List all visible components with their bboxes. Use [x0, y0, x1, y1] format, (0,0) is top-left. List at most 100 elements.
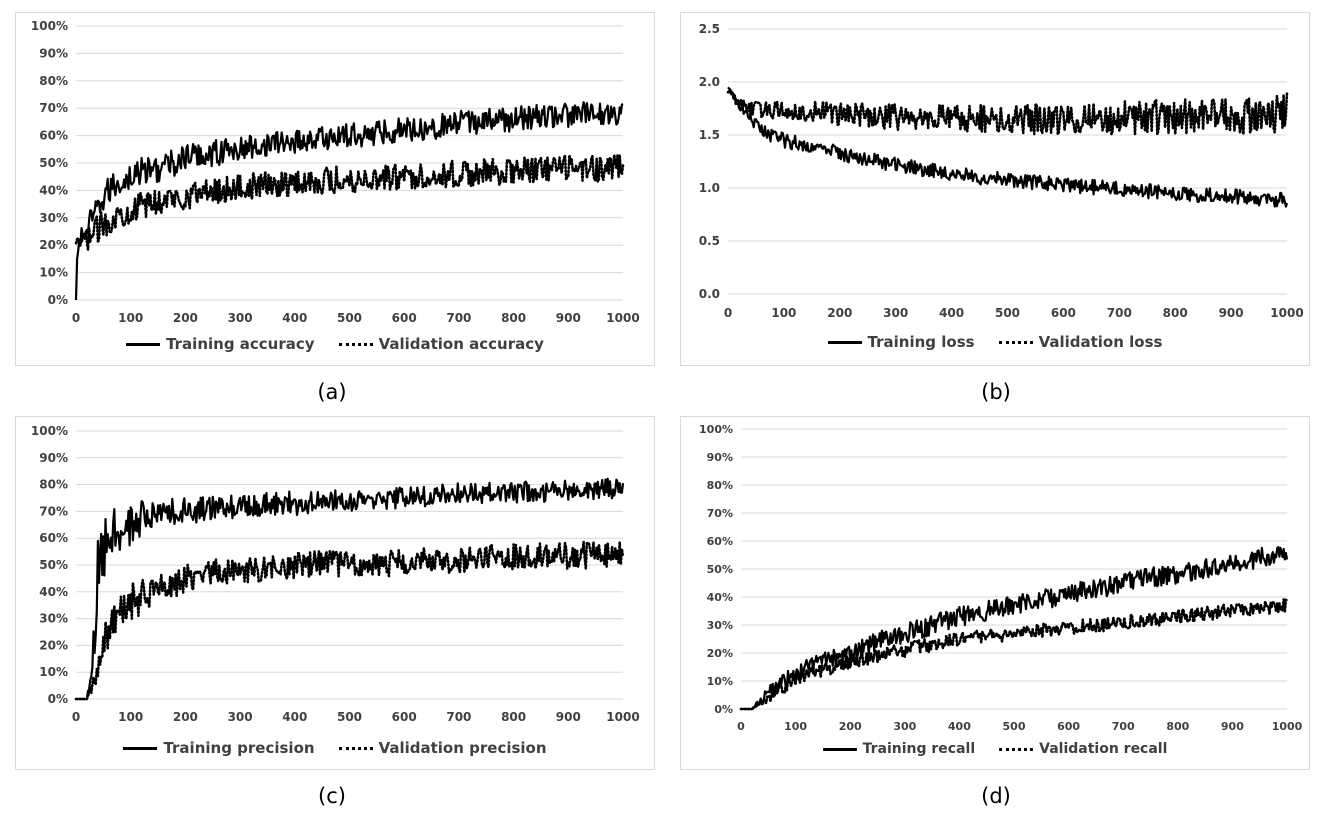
x-tick-label: 1000 — [1270, 306, 1303, 320]
legend-label-validation: Validation accuracy — [378, 335, 544, 353]
y-tick-label: 0% — [714, 703, 733, 716]
x-tick-label: 400 — [939, 306, 964, 320]
x-tick-label: 500 — [1003, 720, 1026, 733]
legend-loss: Training loss Validation loss — [681, 333, 1309, 351]
x-tick-label: 300 — [883, 306, 908, 320]
x-tick-label: 600 — [1051, 306, 1076, 320]
y-tick-label: 80% — [39, 478, 68, 492]
x-tick-label: 1000 — [1272, 720, 1303, 733]
y-tick-label: 2.5 — [699, 22, 720, 36]
caption-a: (a) — [317, 380, 347, 404]
legend-item-validation: Validation loss — [998, 333, 1162, 351]
legend-label-validation: Validation recall — [1039, 741, 1168, 757]
caption-d: (d) — [981, 784, 1011, 808]
x-tick-label: 300 — [893, 720, 916, 733]
y-tick-label: 70% — [39, 101, 68, 115]
y-tick-label: 70% — [707, 507, 733, 520]
y-tick-label: 80% — [39, 74, 68, 88]
series-training-line — [75, 477, 625, 701]
series-validation-line — [726, 89, 1289, 136]
legend-dotted-line-icon — [338, 746, 373, 750]
legend-solid-line-icon — [123, 746, 158, 750]
x-tick-label: 300 — [228, 311, 253, 325]
y-tick-label: 1.5 — [699, 128, 720, 142]
y-tick-label: 100% — [699, 423, 733, 436]
legend-label-training: Training precision — [163, 739, 315, 757]
legend-item-validation: Validation precision — [338, 739, 547, 757]
x-tick-label: 700 — [1107, 306, 1132, 320]
y-tick-label: 40% — [39, 585, 68, 599]
x-tick-label: 0 — [737, 720, 745, 733]
legend-dotted-line-icon — [999, 747, 1034, 751]
chart-panel-accuracy: 0% 10% 20% 30% 40% 50% 60% 70% 80% 90% 100% 0 100 200… — [15, 12, 655, 366]
legend-solid-line-icon — [822, 747, 857, 751]
x-tick-label: 200 — [839, 720, 862, 733]
x-tick-label: 100 — [771, 306, 796, 320]
x-tick-label: 0 — [72, 311, 80, 325]
x-tick-label: 400 — [948, 720, 971, 733]
y-tick-label: 30% — [39, 211, 68, 225]
legend-label-training: Training loss — [867, 333, 975, 351]
x-tick-label: 800 — [501, 311, 526, 325]
y-tick-label: 60% — [39, 531, 68, 545]
y-tick-label: 2.0 — [699, 75, 720, 89]
series-validation-line — [739, 598, 1289, 711]
series-training-line — [727, 86, 1289, 208]
y-tick-label: 30% — [39, 612, 68, 626]
y-tick-label: 50% — [707, 563, 733, 576]
y-tick-label: 20% — [707, 647, 733, 660]
y-tick-label: 10% — [39, 665, 68, 679]
y-tick-label: 1.0 — [699, 181, 720, 195]
x-tick-label: 900 — [556, 311, 581, 325]
x-tick-label: 900 — [1219, 306, 1244, 320]
x-tick-label: 1000 — [606, 311, 639, 325]
y-tick-label: 50% — [39, 558, 68, 572]
legend-dotted-line-icon — [998, 340, 1033, 344]
y-tick-label: 90% — [39, 451, 68, 465]
x-tick-label: 600 — [392, 710, 417, 724]
legend-item-training: Training precision — [123, 739, 315, 757]
legend-label-training: Training recall — [862, 741, 976, 757]
legend-item-training: Training accuracy — [126, 335, 315, 353]
chart-svg-precision: 0% 10% 20% 30% 40% 50% 60% 70% 80% 90% 100% 0 100 200… — [31, 424, 640, 724]
y-tick-label: 40% — [39, 183, 68, 197]
series-training-line — [74, 101, 624, 301]
y-tick-label: 20% — [39, 238, 68, 252]
x-tick-label: 700 — [446, 311, 471, 325]
legend-solid-line-icon — [827, 340, 862, 344]
x-tick-label: 200 — [173, 311, 198, 325]
y-tick-label: 60% — [39, 129, 68, 143]
x-tick-label: 200 — [173, 710, 198, 724]
x-tick-label: 700 — [1112, 720, 1135, 733]
x-tick-label: 800 — [501, 710, 526, 724]
legend-item-validation: Validation recall — [999, 741, 1167, 757]
series-validation-line — [74, 540, 625, 701]
caption-b: (b) — [981, 380, 1011, 404]
x-tick-label: 200 — [827, 306, 852, 320]
legend-solid-line-icon — [126, 342, 161, 346]
legend-label-validation: Validation precision — [378, 739, 547, 757]
series-validation-line — [74, 153, 625, 251]
y-tick-label: 0.0 — [699, 287, 720, 301]
x-tick-label: 100 — [118, 710, 143, 724]
legend-item-training: Training loss — [827, 333, 975, 351]
y-tick-label: 0% — [48, 692, 68, 706]
x-tick-label: 800 — [1166, 720, 1189, 733]
legend-dotted-line-icon — [338, 342, 373, 346]
legend-accuracy: Training accuracy Validation accuracy — [16, 335, 654, 353]
y-tick-label: 30% — [707, 619, 733, 632]
y-tick-label: 100% — [31, 19, 68, 33]
x-tick-label: 0 — [72, 710, 80, 724]
series-training-line — [740, 546, 1289, 711]
y-tick-label: 10% — [707, 675, 733, 688]
x-tick-label: 300 — [228, 710, 253, 724]
y-tick-label: 90% — [707, 451, 733, 464]
legend-label-training: Training accuracy — [166, 335, 315, 353]
y-tick-label: 0.5 — [699, 234, 720, 248]
x-tick-label: 700 — [446, 710, 471, 724]
y-tick-label: 10% — [39, 266, 68, 280]
legend-item-validation: Validation accuracy — [338, 335, 544, 353]
y-tick-label: 80% — [707, 479, 733, 492]
x-tick-label: 900 — [556, 710, 581, 724]
x-tick-label: 100 — [784, 720, 807, 733]
